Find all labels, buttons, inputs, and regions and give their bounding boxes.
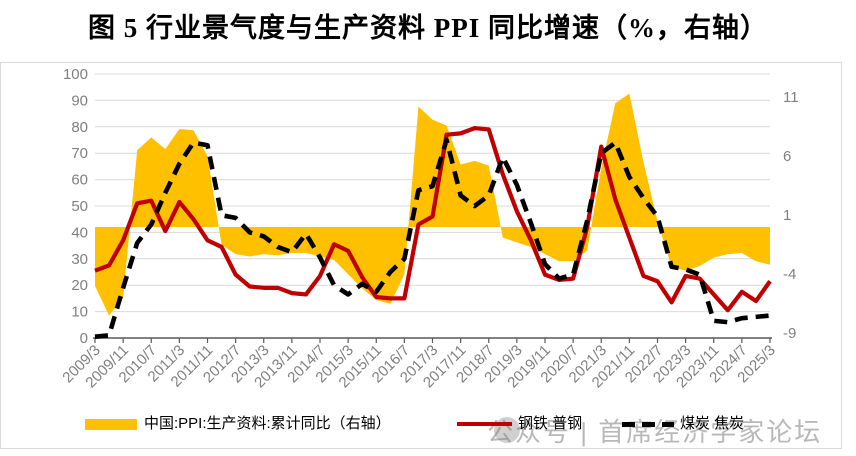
left-axis-tick-label: 60 — [71, 172, 88, 189]
legend-swatch-steel-line-icon — [457, 422, 512, 426]
legend-label-steel: 钢铁 普钢 — [518, 415, 583, 432]
left-axis-tick-label: 30 — [71, 251, 88, 268]
legend-label-coal: 煤炭 焦炭 — [680, 415, 745, 432]
left-axis-tick-label: 80 — [71, 119, 88, 136]
left-axis-tick-label: 70 — [71, 145, 88, 162]
legend-label-ppi: 中国:PPI:生产资料:累计同比（右轴） — [144, 415, 391, 432]
left-axis-tick-label: 10 — [71, 304, 88, 321]
legend-item-steel: 钢铁 普钢 — [457, 414, 582, 434]
left-axis-tick-label: 0 — [80, 330, 88, 347]
right-axis-tick-label: -4 — [783, 266, 796, 283]
right-axis-tick-label: 11 — [783, 89, 799, 106]
legend-swatch-coal-dash-icon — [622, 422, 674, 427]
legend-item-ppi: 中国:PPI:生产资料:累计同比（右轴） — [85, 414, 391, 434]
legend-item-coal: 煤炭 焦炭 — [622, 414, 744, 434]
left-axis-tick-label: 50 — [71, 198, 88, 215]
chart-frame — [0, 62, 842, 449]
steel-line-series — [94, 126, 772, 313]
right-axis-tick-label: 6 — [783, 148, 791, 165]
left-axis-tick-label: 90 — [71, 92, 88, 109]
coal-dashed-line-series — [94, 137, 771, 339]
left-axis-tick-label: 20 — [71, 277, 88, 294]
left-axis-tick-label: 100 — [63, 66, 88, 83]
chart-title: 图 5 行业景气度与生产资料 PPI 同比增速（%，右轴） — [88, 13, 768, 43]
right-axis-tick-label: -9 — [783, 325, 796, 342]
right-axis-tick-label: 1 — [783, 207, 791, 224]
legend-swatch-ppi-area-icon — [85, 419, 137, 430]
left-axis-tick-label: 40 — [71, 224, 88, 241]
watermark-logo-icon — [494, 417, 520, 443]
